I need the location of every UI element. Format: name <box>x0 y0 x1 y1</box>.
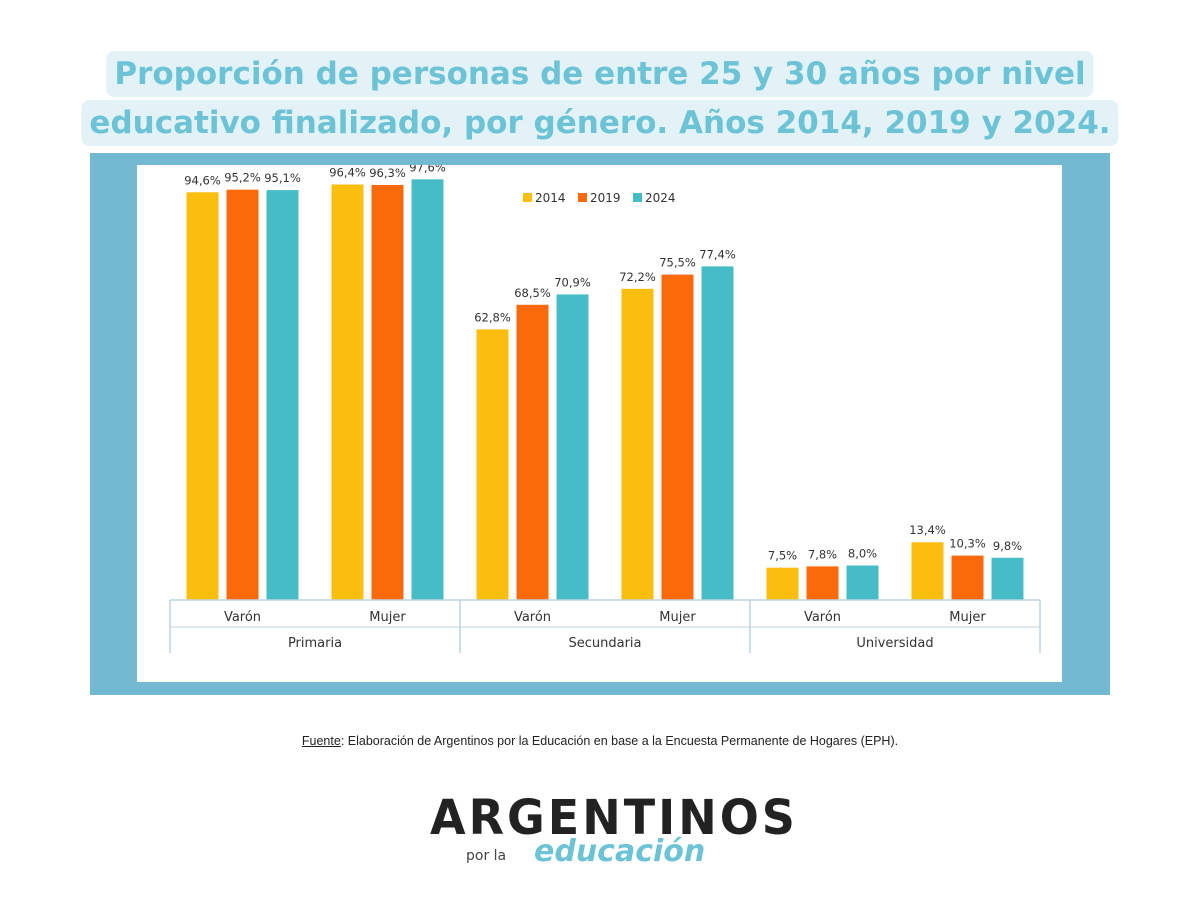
data-label-universidad-varon-2014: 7,5% <box>768 549 797 563</box>
bar-primaria-varon-2024 <box>266 190 299 600</box>
bar-secundaria-varon-2024 <box>556 294 589 600</box>
bar-universidad-varon-2014 <box>766 567 799 600</box>
bar-primaria-mujer-2019 <box>371 184 404 600</box>
logo-main-text: ARGENTINOS <box>430 788 798 846</box>
bar-universidad-mujer-2019 <box>951 555 984 600</box>
legend-label-2024: 2024 <box>645 191 676 205</box>
logo-educacion-text: educación <box>534 834 706 869</box>
data-label-primaria-varon-2019: 95,2% <box>224 171 261 185</box>
bar-universidad-mujer-2024 <box>991 557 1024 600</box>
bar-secundaria-mujer-2014 <box>621 288 654 600</box>
bar-secundaria-varon-2014 <box>476 329 509 600</box>
data-label-secundaria-mujer-2014: 72,2% <box>619 270 656 284</box>
bar-universidad-varon-2019 <box>806 566 839 600</box>
data-label-secundaria-mujer-2024: 77,4% <box>699 247 736 261</box>
legend-swatch-2019 <box>578 193 587 202</box>
group-label-primaria: Primaria <box>288 636 342 651</box>
bar-universidad-mujer-2014 <box>911 542 944 600</box>
bar-secundaria-mujer-2019 <box>661 274 694 600</box>
data-label-secundaria-varon-2014: 62,8% <box>474 310 511 324</box>
data-label-universidad-varon-2024: 8,0% <box>848 547 877 561</box>
legend-swatch-2014 <box>523 193 532 202</box>
chart-frame: 2014 2019 2024 94,6% 95,2% 95,1% Varón 96,4% 96,… <box>90 153 1110 695</box>
bar-primaria-mujer-2014 <box>331 184 364 601</box>
source-note: Fuente: Elaboración de Argentinos por la… <box>0 734 1200 748</box>
bar-primaria-varon-2019 <box>226 189 259 601</box>
bar-universidad-varon-2024 <box>846 565 879 600</box>
bar-secundaria-mujer-2024 <box>701 266 734 600</box>
data-label-primaria-mujer-2014: 96,4% <box>329 166 366 180</box>
data-label-universidad-varon-2019: 7,8% <box>808 547 837 561</box>
data-label-primaria-mujer-2019: 96,3% <box>369 166 406 180</box>
category-label-primaria-varon: Varón <box>224 610 261 625</box>
source-label: Fuente <box>301 734 341 748</box>
data-label-secundaria-varon-2024: 70,9% <box>554 275 591 289</box>
bar-primaria-varon-2014 <box>186 192 219 601</box>
data-label-universidad-mujer-2024: 9,8% <box>993 539 1022 553</box>
chart-title-line-1: Proporción de personas de entre 25 y 30 … <box>106 51 1094 97</box>
legend-swatch-2024 <box>633 193 642 202</box>
chart-panel: 2014 2019 2024 94,6% 95,2% 95,1% Varón 96,4% 96,… <box>137 165 1062 682</box>
data-label-universidad-mujer-2019: 10,3% <box>949 537 986 551</box>
data-label-universidad-mujer-2014: 13,4% <box>909 523 946 537</box>
chart-title-line-2: educativo finalizado, por género. Años 2… <box>81 100 1119 146</box>
legend-label-2014: 2014 <box>535 191 566 205</box>
category-label-universidad-mujer: Mujer <box>949 610 986 625</box>
group-label-universidad: Universidad <box>856 636 933 651</box>
data-label-primaria-mujer-2024: 97,6% <box>409 165 446 174</box>
group-label-secundaria: Secundaria <box>568 636 641 651</box>
category-label-secundaria-varon: Varón <box>514 610 551 625</box>
category-label-secundaria-mujer: Mujer <box>659 610 696 625</box>
data-label-secundaria-varon-2019: 68,5% <box>514 286 551 300</box>
brand-logo: ARGENTINOS por la educación <box>430 789 795 880</box>
source-text: : Elaboración de Argentinos por la Educa… <box>340 734 899 748</box>
category-label-universidad-varon: Varón <box>804 610 841 625</box>
bar-primaria-mujer-2024 <box>411 179 444 600</box>
logo-por-la-text: por la <box>466 848 507 864</box>
legend-label-2019: 2019 <box>590 191 621 205</box>
data-label-secundaria-mujer-2019: 75,5% <box>659 256 696 270</box>
bar-secundaria-varon-2019 <box>516 304 549 600</box>
category-label-primaria-mujer: Mujer <box>369 610 406 625</box>
data-label-primaria-varon-2024: 95,1% <box>264 171 301 185</box>
bar-chart: 2014 2019 2024 94,6% 95,2% 95,1% Varón 96,4% 96,… <box>169 165 1041 653</box>
data-label-primaria-varon-2014: 94,6% <box>184 173 221 187</box>
